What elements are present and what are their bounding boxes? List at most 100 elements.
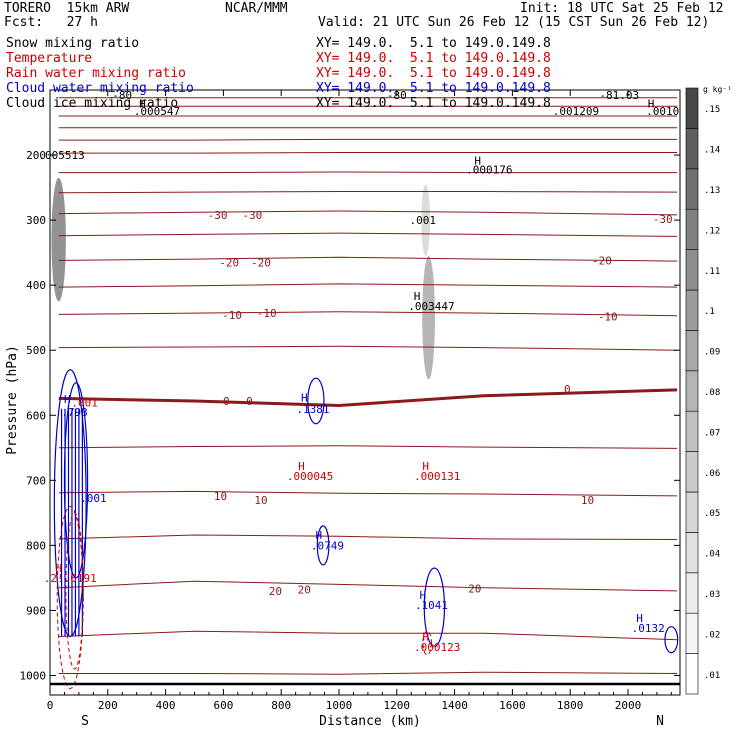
colorbar-swatch xyxy=(685,289,699,331)
snow-shade xyxy=(51,177,66,302)
colorbar: .01 .02 .03 .04 .05 .06 .07 .08 .09 .1 .11 .12 .13 .1… xyxy=(685,87,720,695)
south-label: S xyxy=(81,714,89,729)
contour-labels: -30 -30 -30 -20 -20 -20 -10 -10 -10 0 0 0 10 10 10 20 20… xyxy=(38,89,679,654)
colorbar-swatch xyxy=(685,572,699,614)
isotherm-label: -20 xyxy=(592,254,612,267)
isotherm-label: -10 xyxy=(598,310,618,323)
axes: 0 200 400 600 800 1000 1200 1400 1600 1800 2000200… xyxy=(20,90,680,712)
legend-cloud-ice-xy: XY= 149.0. 5.1 to 149.0.149.8 xyxy=(316,96,551,111)
x-tick-label: 400 xyxy=(156,699,176,712)
extremum-label: H xyxy=(422,630,429,643)
plot-frame xyxy=(49,89,681,696)
colorbar-swatch xyxy=(685,249,699,291)
extremum-label: .001209 xyxy=(553,105,599,118)
y-tick-label: 200 xyxy=(26,149,46,162)
isotherm-line xyxy=(58,283,678,288)
extremum-label: .001 xyxy=(80,492,107,505)
isotherm-line xyxy=(58,445,678,449)
x-tick-label: 0 xyxy=(47,699,54,712)
isotherm-label: 10 xyxy=(254,494,267,507)
rain-contour xyxy=(56,505,84,689)
y-tick-label: 1000 xyxy=(20,669,47,682)
colorbar-label: .12 xyxy=(704,226,720,236)
legend-cloud-water-xy: XY= 149.0. 5.1 to 149.0.149.8 xyxy=(316,81,551,96)
cloud-water-contour xyxy=(307,377,325,425)
isotherm-label: -10 xyxy=(222,309,242,322)
colorbar-label: .02 xyxy=(704,630,720,640)
extremum-label: .1041 xyxy=(415,599,448,612)
extremum-label: .000045 xyxy=(287,470,333,483)
x-tick-label: 1000 xyxy=(326,699,353,712)
y-tick-label: 800 xyxy=(26,539,46,552)
colorbar-swatch xyxy=(685,410,699,452)
isotherm-line xyxy=(58,232,678,237)
isotherm-label: 20 xyxy=(468,582,481,595)
y-tick-label: 300 xyxy=(26,214,46,227)
snow-shade xyxy=(421,184,431,256)
extremum-label: H xyxy=(315,529,322,542)
colorbar-label: .14 xyxy=(704,146,720,156)
extremum-label: .000547 xyxy=(134,105,180,118)
y-tick-label: 700 xyxy=(26,474,46,487)
isotherm-line xyxy=(58,171,678,174)
legend-temperature-xy: XY= 149.0. 5.1 to 149.0.149.8 xyxy=(316,51,551,66)
extremum-label: H xyxy=(648,98,655,111)
isotherm-label: -81.03 xyxy=(599,89,639,102)
x-tick-label: 800 xyxy=(271,699,291,712)
rain-contour xyxy=(422,630,432,656)
extremum-label: .0749 xyxy=(311,539,344,552)
extremum-label: H xyxy=(636,612,643,625)
isotherm-label: 0 xyxy=(223,395,230,408)
cloud-water-contours xyxy=(53,369,679,654)
isotherm-line xyxy=(58,152,678,154)
colorbar-unit: g kg⁻¹ xyxy=(703,85,732,94)
init-time: Init: 18 UTC Sat 25 Feb 12 xyxy=(520,1,724,16)
extremum-label: H xyxy=(298,460,305,473)
valid-time: Valid: 21 UTC Sun 26 Feb 12 (15 CST Sun … xyxy=(318,15,710,30)
colorbar-swatch xyxy=(685,370,699,412)
org-name: NCAR/MMM xyxy=(225,1,288,16)
isotherm-line xyxy=(58,138,678,141)
colorbar-label: .1 xyxy=(704,307,715,317)
rain-contour xyxy=(65,512,84,670)
x-tick-label: 2000 xyxy=(615,699,642,712)
extremum-label: H xyxy=(55,562,62,575)
x-axis-label: Distance (km) xyxy=(319,714,421,729)
isotherm-line xyxy=(58,210,678,216)
forecast-hour: Fcst: 27 h xyxy=(4,15,98,30)
isotherm-line xyxy=(58,388,678,408)
x-tick-label: 200 xyxy=(98,699,118,712)
isotherm-label: 20 xyxy=(269,585,282,598)
isotherm-label: 20 xyxy=(298,584,311,597)
colorbar-swatch xyxy=(685,208,699,250)
extremum-label: .1381 xyxy=(296,403,329,416)
x-tick-label: 1200 xyxy=(384,699,411,712)
isotherm-label: -30 xyxy=(653,213,673,226)
x-tick-label: 600 xyxy=(213,699,233,712)
colorbar-swatch xyxy=(685,128,699,170)
colorbar-swatch xyxy=(685,168,699,210)
colorbar-label: .07 xyxy=(704,428,720,438)
north-label: N xyxy=(656,714,664,729)
cloud-water-contour xyxy=(53,369,87,638)
x-tick-label: 1600 xyxy=(499,699,526,712)
legend-cloud-water: Cloud water mixing ratio xyxy=(6,81,194,96)
colorbar-swatch xyxy=(685,451,699,493)
legend-snow: Snow mixing ratio xyxy=(6,36,140,51)
x-tick-label: 1800 xyxy=(557,699,584,712)
rain-contours xyxy=(56,505,432,689)
extremum-label: H xyxy=(64,393,71,406)
colorbar-label: .05 xyxy=(704,509,720,519)
extremum-label: .000176 xyxy=(466,163,512,176)
cloud-water-contour xyxy=(664,626,679,654)
isotherm-label: -80 xyxy=(112,89,132,102)
extremum-label: .003447 xyxy=(408,300,454,313)
colorbar-swatch xyxy=(685,532,699,574)
extremum-label: .793 xyxy=(61,406,88,419)
extremum-label: H xyxy=(419,589,426,602)
y-tick-label: 400 xyxy=(26,279,46,292)
extremum-label: .0010 xyxy=(646,105,679,118)
y-tick-label: 500 xyxy=(26,344,46,357)
y-tick-label: 900 xyxy=(26,604,46,617)
colorbar-swatch xyxy=(685,330,699,372)
